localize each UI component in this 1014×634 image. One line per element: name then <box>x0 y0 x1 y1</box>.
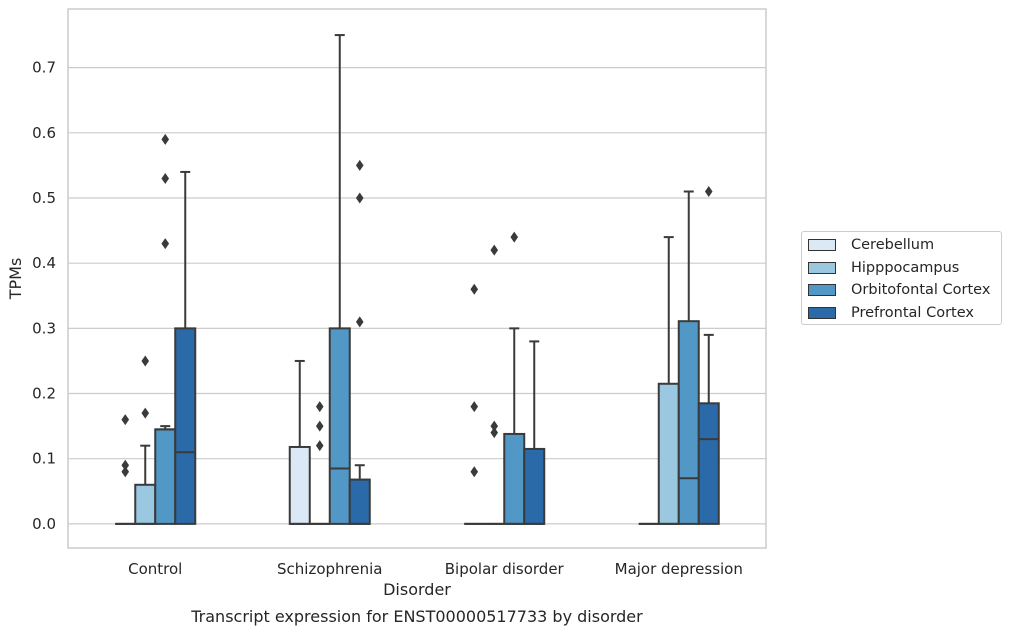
legend-item-hippocampus: Hipppocampus <box>808 258 959 278</box>
legend-item-orbitofrontal: Orbitofontal Cortex <box>808 280 990 300</box>
outlier-point <box>490 420 499 432</box>
outlier-point <box>470 466 479 478</box>
box <box>174 327 197 525</box>
plot-frame <box>67 8 767 549</box>
outlier-point <box>490 244 499 256</box>
legend-swatch-orbitofrontal <box>808 284 836 296</box>
outlier-point <box>510 231 519 243</box>
box <box>677 320 700 525</box>
y-tick-label: 0.3 <box>32 319 56 337</box>
box <box>328 327 351 525</box>
outlier-point <box>470 283 479 295</box>
outlier-point <box>355 159 364 171</box>
chart-caption: Transcript expression for ENST0000051773… <box>190 607 643 626</box>
outlier-point <box>704 185 713 197</box>
outlier-point <box>141 355 150 367</box>
legend-swatch-cerebellum <box>808 239 836 251</box>
legend-item-cerebellum: Cerebellum <box>808 235 934 255</box>
legend-swatch-hippocampus <box>808 262 836 274</box>
x-tick-label: Bipolar disorder <box>445 560 565 578</box>
outlier-point <box>121 466 130 478</box>
box <box>348 478 371 525</box>
x-tick-label: Control <box>128 560 182 578</box>
outlier-point <box>315 420 324 432</box>
y-tick-label: 0.7 <box>32 59 56 77</box>
legend: Cerebellum Hipppocampus Orbitofontal Cor… <box>801 231 1002 325</box>
box <box>134 483 157 525</box>
x-tick-label: Major depression <box>615 560 743 578</box>
y-tick-label: 0.1 <box>32 450 56 468</box>
outlier-point <box>141 407 150 419</box>
x-tick-label: Schizophrenia <box>277 560 382 578</box>
outlier-point <box>161 238 170 250</box>
outlier-point <box>470 401 479 413</box>
y-tick-label: 0.0 <box>32 515 56 533</box>
legend-label-cerebellum: Cerebellum <box>851 237 935 253</box>
y-tick-label: 0.6 <box>32 124 56 142</box>
outlier-point <box>121 414 130 426</box>
legend-label-hippocampus: Hipppocampus <box>851 260 960 276</box>
box <box>503 432 526 525</box>
legend-label-orbitofrontal: Orbitofontal Cortex <box>851 282 991 298</box>
outlier-point <box>355 192 364 204</box>
outlier-point <box>315 440 324 452</box>
legend-item-prefrontal: Prefrontal Cortex <box>808 303 974 323</box>
legend-label-prefrontal: Prefrontal Cortex <box>851 305 974 321</box>
outlier-point <box>315 401 324 413</box>
box <box>154 428 177 525</box>
x-axis-label: Disorder <box>383 580 451 599</box>
outlier-point <box>161 133 170 145</box>
box <box>288 445 311 525</box>
box <box>657 382 680 525</box>
outlier-point <box>355 316 364 328</box>
y-tick-label: 0.5 <box>32 189 56 207</box>
outlier-point <box>161 172 170 184</box>
outlier-point <box>121 459 130 471</box>
y-tick-label: 0.2 <box>32 385 56 403</box>
box <box>697 402 720 525</box>
y-tick-label: 0.4 <box>32 254 56 272</box>
y-axis-label: TPMs <box>6 258 25 301</box>
outlier-point <box>490 427 499 439</box>
legend-swatch-prefrontal <box>808 307 836 319</box>
box <box>523 447 546 525</box>
